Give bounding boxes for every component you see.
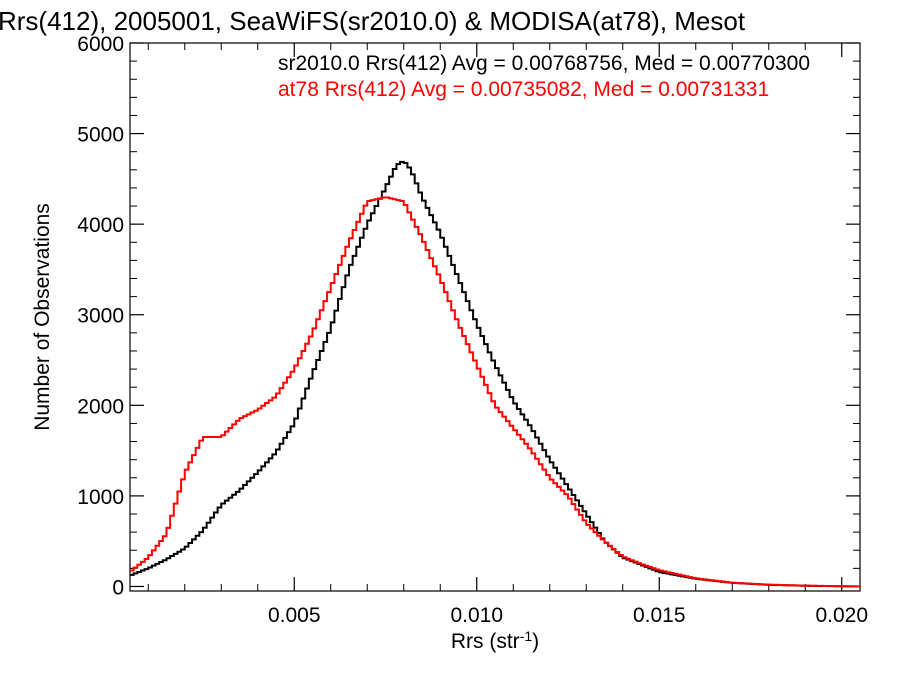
x-tick-label: 0.020 (815, 604, 868, 627)
series-line-at78 (130, 196, 861, 588)
y-axis: 0 1000 2000 3000 4000 5000 6000 (77, 33, 860, 599)
y-axis-label: Number of Observations (31, 203, 54, 431)
chart-title: Rrs(412), 2005001, SeaWiFS(sr2010.0) & M… (0, 6, 746, 36)
x-tick-label: 0.015 (633, 604, 686, 627)
x-tick-label: 0.005 (268, 604, 321, 627)
y-tick-label: 0 (112, 576, 124, 599)
y-tick-label: 4000 (77, 214, 124, 237)
y-tick-label: 1000 (77, 486, 124, 509)
y-tick-label: 5000 (77, 124, 124, 147)
legend-entry-at78: at78 Rrs(412) Avg = 0.00735082, Med = 0.… (278, 78, 769, 101)
y-tick-label: 6000 (77, 33, 124, 56)
x-tick-label: 0.010 (450, 604, 503, 627)
legend-entry-sr2010: sr2010.0 Rrs(412) Avg = 0.00768756, Med … (278, 52, 810, 75)
y-tick-label: 2000 (77, 395, 124, 418)
series-line-sr2010 (130, 160, 861, 588)
x-axis-label: Rrs (str-1) (451, 628, 539, 653)
y-tick-label: 3000 (77, 305, 124, 328)
x-axis: 0.005 0.010 0.015 0.020 (147, 43, 868, 627)
series-layer (130, 160, 861, 588)
plot-frame (129, 42, 861, 592)
